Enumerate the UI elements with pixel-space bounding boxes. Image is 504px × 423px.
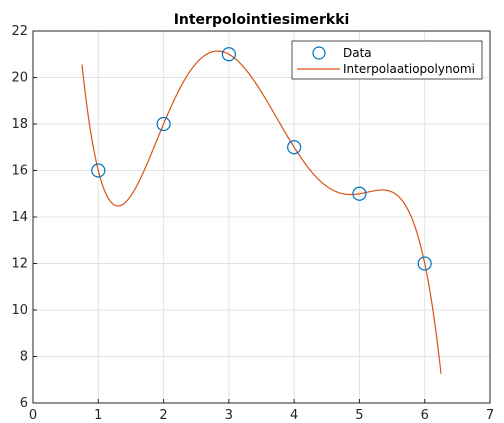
data-point (287, 140, 302, 155)
x-tick-label: 0 (29, 408, 37, 423)
data-markers (91, 47, 432, 271)
y-tick-label: 14 (11, 210, 28, 225)
x-tick-label: 5 (355, 408, 363, 423)
data-point (417, 256, 432, 271)
y-tick-label: 18 (11, 117, 28, 132)
y-tick-label: 16 (11, 164, 28, 179)
x-tick-label: 7 (486, 408, 494, 423)
y-axis-ticks: 6 8 10 12 14 16 18 20 22 (11, 24, 37, 411)
interpolation-curve (81, 50, 442, 374)
y-tick-label: 12 (11, 257, 28, 272)
grid-lines (32, 30, 491, 404)
data-point (221, 47, 236, 62)
x-tick-label: 1 (94, 408, 102, 423)
y-tick-label: 22 (11, 24, 28, 39)
y-tick-label: 6 (20, 396, 28, 411)
legend-marker-data (312, 46, 326, 60)
y-tick-label: 20 (11, 71, 28, 86)
x-tick-label: 2 (159, 408, 167, 423)
y-tick-label: 10 (11, 303, 28, 318)
x-axis-ticks: 0 1 2 3 4 5 6 7 (29, 399, 494, 423)
legend-label-data: Data (343, 46, 372, 60)
x-tick-label: 4 (290, 408, 298, 423)
data-point (91, 163, 106, 178)
y-tick-label: 8 (20, 350, 28, 365)
data-point (156, 116, 171, 132)
x-tick-label: 3 (225, 408, 233, 423)
legend-label-interpolation: Interpolaatiopolynomi (343, 62, 475, 76)
legend-box (291, 40, 483, 80)
chart-title: Interpolointiesimerkki (174, 12, 350, 28)
x-tick-label: 6 (421, 408, 429, 423)
legend: Data Interpolaatiopolynomi (291, 40, 483, 80)
data-point (352, 186, 367, 201)
